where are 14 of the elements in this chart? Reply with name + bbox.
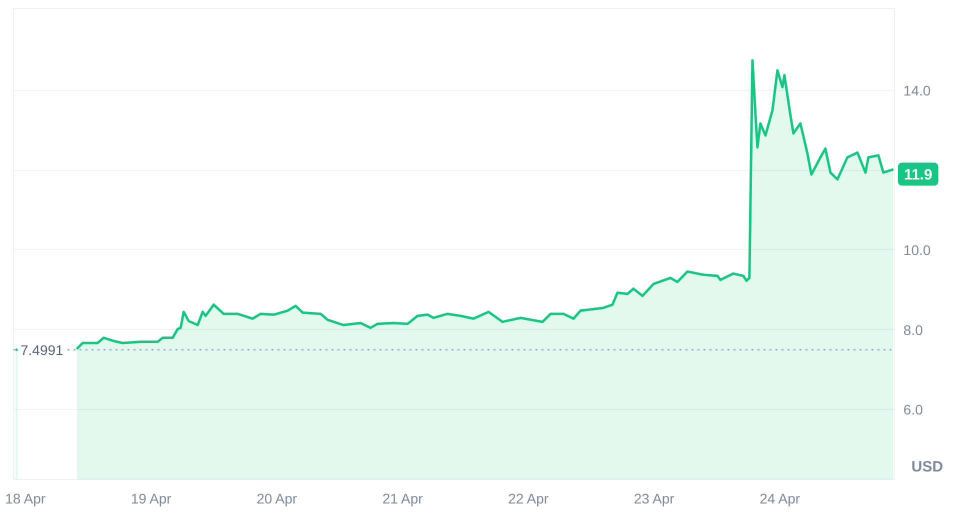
x-tick-label: 23 Apr: [634, 490, 675, 506]
x-tick-label: 18 Apr: [5, 490, 46, 506]
y-tick-label: 8.0: [903, 322, 924, 338]
y-tick-label: 14.0: [903, 82, 931, 98]
y-axis-title: USD: [911, 458, 944, 476]
y-tick-label: 6.0: [903, 402, 924, 418]
x-tick-label: 20 Apr: [256, 490, 298, 506]
x-tick-label: 22 Apr: [508, 490, 549, 506]
x-tick-label: 19 Apr: [130, 490, 172, 506]
y-tick-label: 10.0: [903, 242, 931, 258]
ref-line-label: 7.4991: [20, 342, 64, 358]
annotation: 11.9: [904, 166, 932, 184]
x-tick-label: 21 Apr: [382, 490, 424, 506]
x-tick-label: 24 Apr: [760, 490, 800, 506]
